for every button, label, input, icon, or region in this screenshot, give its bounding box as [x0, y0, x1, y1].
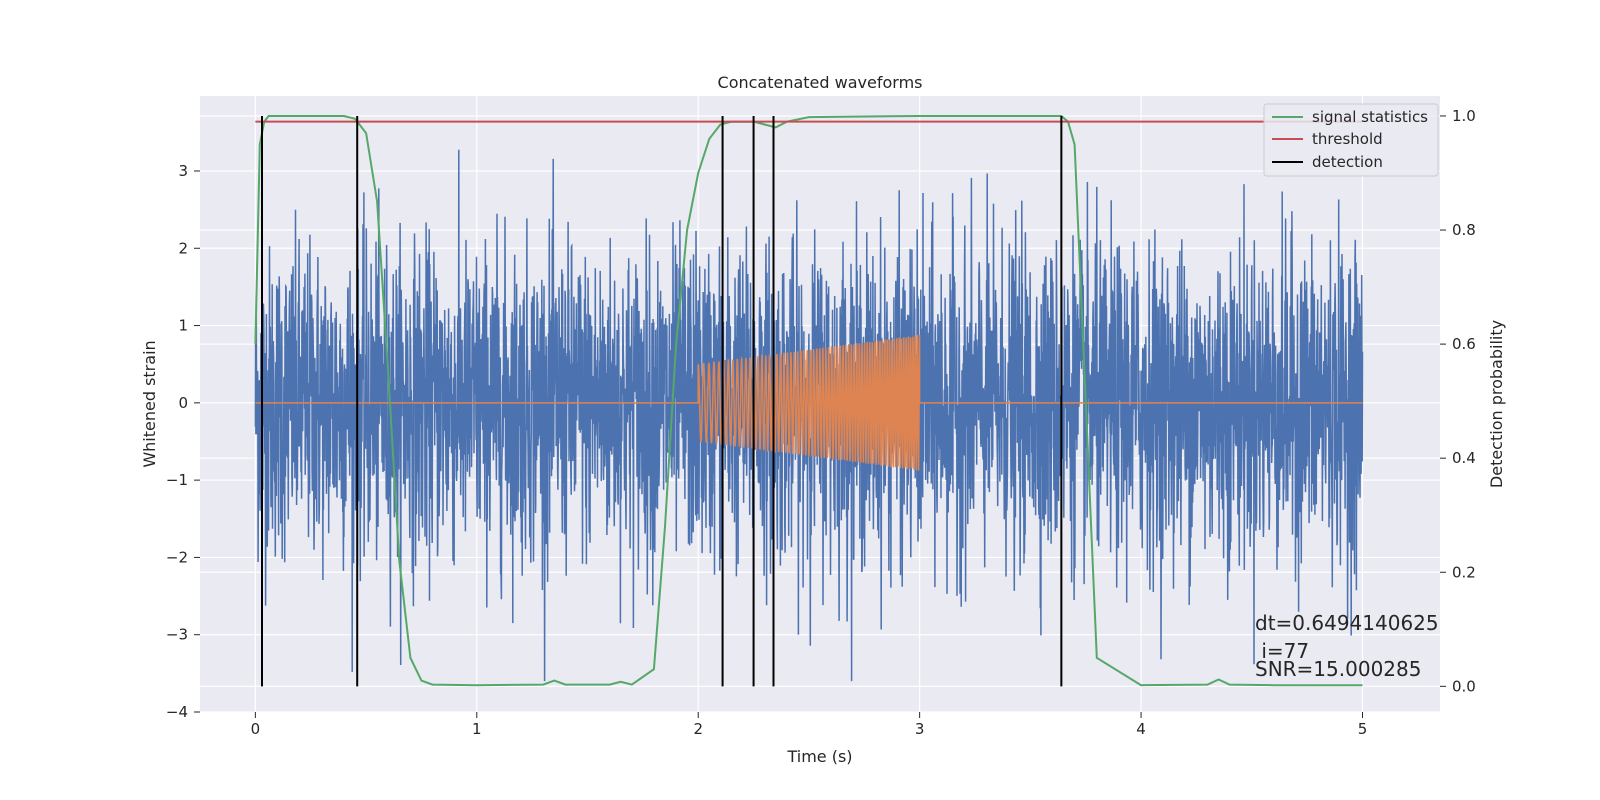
y-tick-label: 1 — [178, 317, 188, 335]
x-tick-label: 1 — [472, 720, 482, 738]
x-tick-label: 5 — [1358, 720, 1368, 738]
y-right-tick-label: 0.8 — [1452, 221, 1476, 239]
y-tick-label: −1 — [166, 471, 188, 489]
legend: signal statistics threshold detection — [1263, 103, 1439, 177]
y-tick-label: −2 — [166, 548, 188, 566]
y-tick-label: −4 — [166, 703, 188, 721]
y-tick-label: 3 — [178, 162, 188, 180]
chart-title: Concatenated waveforms — [718, 73, 923, 92]
detection-layer — [261, 115, 1063, 687]
legend-label-threshold: threshold — [1312, 130, 1383, 148]
template-series — [255, 334, 1363, 471]
y-tick-label: −3 — [166, 626, 188, 644]
x-tick-label: 2 — [693, 720, 703, 738]
y-right-tick-label: 0.2 — [1452, 563, 1476, 581]
x-tick-label: 3 — [915, 720, 925, 738]
y-axis-right-label: Detection probability — [1487, 320, 1506, 488]
annotation-dt: dt=0.6494140625 — [1255, 611, 1439, 635]
y-right-tick-label: 0.4 — [1452, 449, 1476, 467]
y-right-tick-label: 1.0 — [1452, 107, 1476, 125]
legend-label-signal-statistics: signal statistics — [1312, 108, 1428, 126]
y-right-tick-label: 0.0 — [1452, 677, 1476, 695]
left-axis: 3 2 1 0 −1 −2 −3 −4 — [166, 162, 200, 721]
annotation-index: i=77 — [1255, 639, 1309, 663]
strain-layer — [254, 149, 1364, 682]
x-tick-label: 0 — [251, 720, 261, 738]
x-tick-label: 4 — [1136, 720, 1146, 738]
annotation-snr: SNR=15.000285 — [1255, 657, 1421, 681]
template-layer — [255, 334, 1363, 471]
y-axis-label: Whitened strain — [140, 340, 159, 467]
y-right-tick-label: 0.6 — [1452, 335, 1476, 353]
legend-label-detection: detection — [1312, 153, 1383, 171]
strain-series — [254, 149, 1364, 682]
y-tick-label: 0 — [178, 394, 188, 412]
legend-box — [1263, 103, 1439, 177]
bottom-axis: 0 1 2 3 4 5 — [251, 712, 1368, 738]
right-axis: 1.0 0.8 0.6 0.4 0.2 0.0 — [1440, 107, 1476, 695]
x-axis-label: Time (s) — [786, 747, 852, 766]
annotation-block: dt=0.6494140625 i=77 SNR=15.000285 — [1255, 611, 1439, 681]
y-tick-label: 2 — [178, 239, 188, 257]
